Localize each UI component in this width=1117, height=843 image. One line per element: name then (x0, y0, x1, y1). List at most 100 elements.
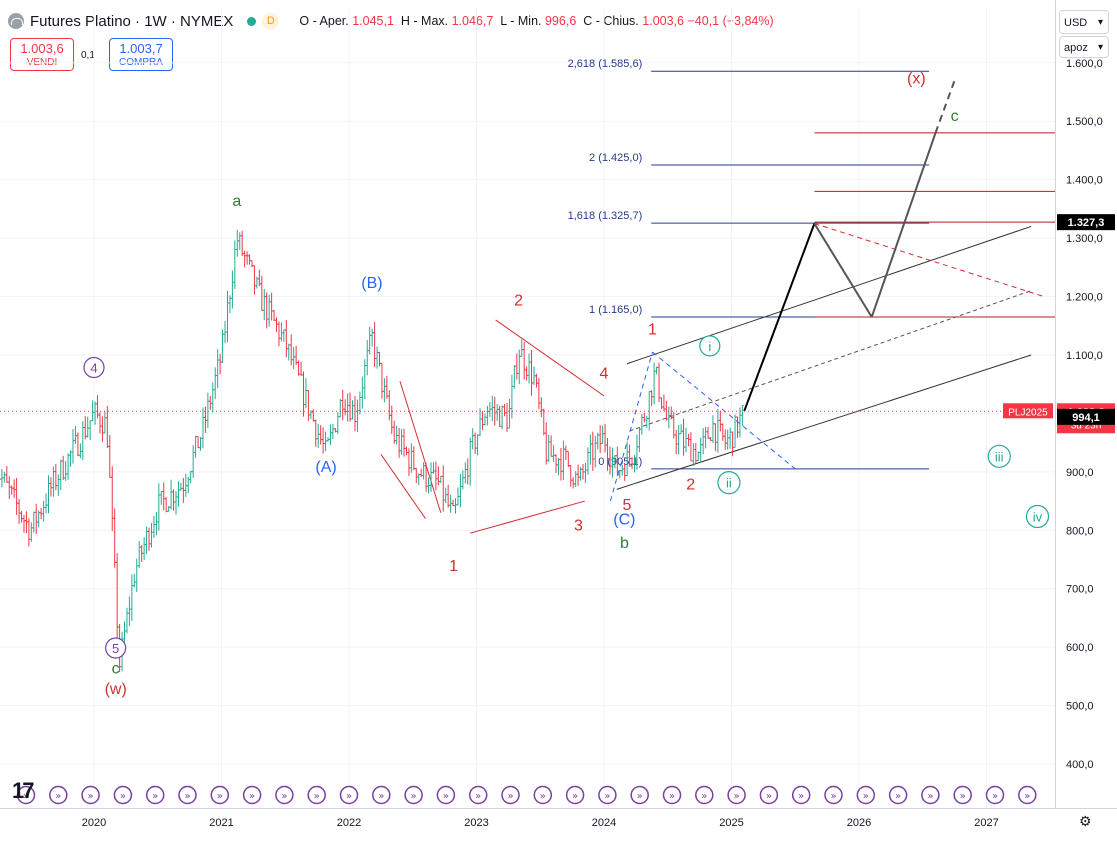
event-icon-glyph: » (314, 791, 320, 802)
event-icon-glyph: » (604, 791, 610, 802)
event-icon (953, 785, 972, 805)
wave-label-circle (699, 335, 721, 357)
event-icon-glyph: » (734, 791, 740, 802)
wave-label: (B) (361, 275, 382, 292)
event-icon-glyph: » (475, 791, 481, 802)
market-open-icon (247, 16, 257, 26)
event-icon-glyph: » (863, 791, 869, 802)
event-icon-glyph: » (217, 791, 223, 802)
event-icon-glyph: » (960, 791, 966, 802)
event-icon-glyph: » (669, 791, 675, 802)
y-tick-label: 1.200,0 (1066, 292, 1103, 304)
wave-label-circle (83, 356, 105, 379)
wave-line (380, 454, 426, 519)
event-icon (662, 785, 682, 805)
wave-label-circle (1025, 504, 1050, 529)
wave-label: 4 (90, 360, 97, 375)
fib-level-label: 1,618 (1.325,7) (568, 210, 643, 222)
event-icon-glyph: » (152, 791, 158, 802)
event-icon-glyph: » (895, 791, 901, 802)
currency-select[interactable]: USD (1059, 10, 1109, 35)
fib-level-label: 2 (1.425,0) (589, 152, 642, 164)
event-icon-glyph: » (992, 791, 998, 802)
projection-segment (743, 223, 816, 412)
event-icon-glyph: » (378, 791, 384, 802)
y-tick-label: 400,0 (1066, 759, 1094, 771)
event-icon-glyph: » (23, 791, 29, 802)
event-icon (16, 785, 36, 805)
wave-label: iv (1033, 510, 1043, 525)
fib-extension: 2,618 (1.585,6) 2 (1.425,0) 1,618 (1.325,7… (568, 58, 1055, 470)
y-tick-label: 800,0 (1066, 525, 1094, 537)
x-tick-label: 2020 (82, 817, 106, 829)
wave-label: b (620, 535, 629, 552)
x-tick-label: 2024 (592, 817, 616, 829)
sell-price: 1.003,6 (20, 41, 64, 56)
wave-label: 3 (574, 517, 583, 534)
event-icon (695, 785, 714, 805)
fib-level-label: 1 (1.165,0) (589, 304, 642, 316)
channel-midline (629, 290, 1032, 432)
fib-anchor-line (609, 351, 653, 502)
fib-level-label: 2,618 (1.585,6) (568, 58, 643, 70)
y-tick-label: 600,0 (1066, 642, 1094, 654)
spread-value: 0,1 (81, 50, 95, 61)
wave-label: 4 (600, 365, 609, 382)
tradingview-logo: 17 (12, 778, 35, 803)
event-icon-glyph: » (540, 791, 546, 802)
projection-path (743, 79, 956, 412)
wave-label: (w) (105, 681, 127, 698)
event-icon (921, 785, 940, 805)
delayed-data-badge[interactable]: D (262, 12, 280, 30)
wave-label: 5 (622, 497, 631, 514)
event-icon-glyph: » (120, 791, 126, 802)
event-icon (501, 785, 520, 805)
event-icon (856, 785, 876, 805)
event-icon-glyph: » (184, 791, 190, 802)
wave-label: (C) (613, 511, 635, 528)
price-tag (1057, 408, 1115, 425)
drawings (380, 223, 1045, 534)
scale-mode-select[interactable]: apoz (1059, 36, 1109, 59)
event-icon (242, 785, 262, 805)
event-icon-glyph: » (766, 791, 772, 802)
x-tick-label: 2023 (464, 817, 488, 829)
x-tick-label: 2021 (209, 817, 233, 829)
settings-gear-icon[interactable]: ⚙ (1079, 813, 1092, 829)
x-tick-label: 2025 (719, 817, 743, 829)
event-icon (759, 785, 779, 805)
wave-label: 1 (449, 558, 458, 575)
price-tag-label: 1.327,3 (1068, 217, 1105, 229)
y-tick-label: 1.300,0 (1066, 233, 1103, 245)
event-icon-glyph: » (637, 791, 643, 802)
event-icon (436, 785, 456, 805)
event-icon (791, 785, 811, 805)
wave-label: 2 (514, 292, 523, 309)
y-tick-label: 700,0 (1066, 584, 1094, 596)
projection-dashed (934, 79, 956, 134)
event-icon (81, 785, 100, 805)
sell-button[interactable]: 1.003,6 VENDI (10, 38, 74, 71)
projection-segment (870, 132, 937, 318)
grid (0, 8, 1055, 808)
event-icon (565, 785, 585, 805)
symbol-tag (1003, 403, 1053, 419)
wave-label: ii (726, 476, 732, 491)
wave-line (495, 319, 605, 397)
event-icon-glyph: » (572, 791, 578, 802)
chart-title[interactable]: Futures Platino · 1W · NYMEX (30, 12, 234, 30)
ohlc-readout: O - Aper. 1.045,1 H - Max. 1.046,7 L - M… (299, 14, 774, 28)
channel-line (616, 354, 1032, 490)
fib-anchor-line (652, 351, 796, 470)
wave-line (469, 500, 586, 534)
wave-label: c (951, 108, 959, 125)
price-tag (1057, 214, 1115, 231)
y-tick-label: 900,0 (1066, 467, 1094, 479)
wave-label: i (708, 339, 711, 354)
price-tag-label: 994,1 (1072, 412, 1100, 424)
y-tick-label: 1.600,0 (1066, 58, 1103, 70)
wave-label: (x) (907, 70, 926, 87)
